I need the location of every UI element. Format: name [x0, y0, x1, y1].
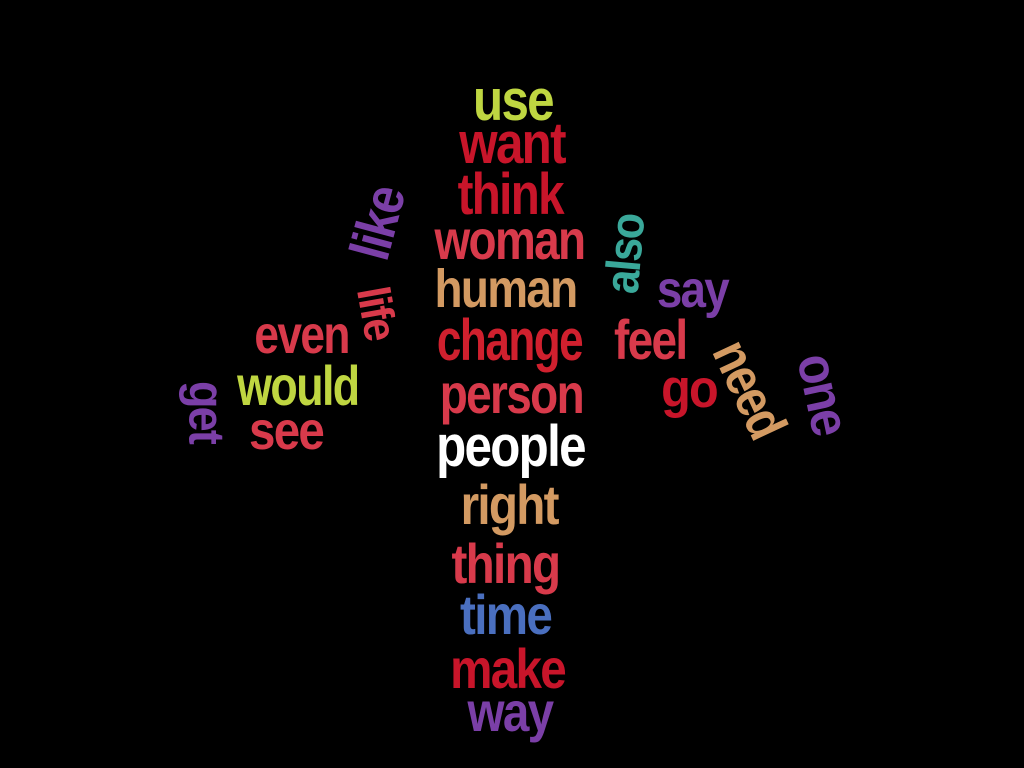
- word-get: get: [178, 380, 235, 444]
- word-think: think: [457, 162, 565, 227]
- word-say: say: [656, 261, 730, 319]
- word-people: people: [436, 414, 586, 479]
- word-way: way: [467, 680, 554, 743]
- word-would: would: [237, 354, 360, 417]
- word-right: right: [460, 473, 560, 536]
- word-need: need: [700, 330, 798, 448]
- word-person: person: [439, 362, 585, 425]
- word-go: go: [661, 359, 719, 419]
- word-even: even: [254, 305, 350, 365]
- word-life: life: [347, 282, 408, 344]
- word-like: like: [337, 179, 418, 267]
- word-see: see: [249, 401, 325, 461]
- word-human: human: [434, 259, 579, 319]
- word-want: want: [459, 111, 566, 176]
- word-thing: thing: [451, 532, 562, 595]
- word-use: use: [473, 68, 555, 133]
- word-time: time: [460, 583, 553, 646]
- word-also: also: [595, 212, 656, 296]
- word-feel: feel: [613, 308, 688, 371]
- word-woman: woman: [434, 208, 586, 271]
- word-change: change: [436, 308, 584, 373]
- word-make: make: [450, 637, 567, 700]
- word-one: one: [785, 348, 861, 440]
